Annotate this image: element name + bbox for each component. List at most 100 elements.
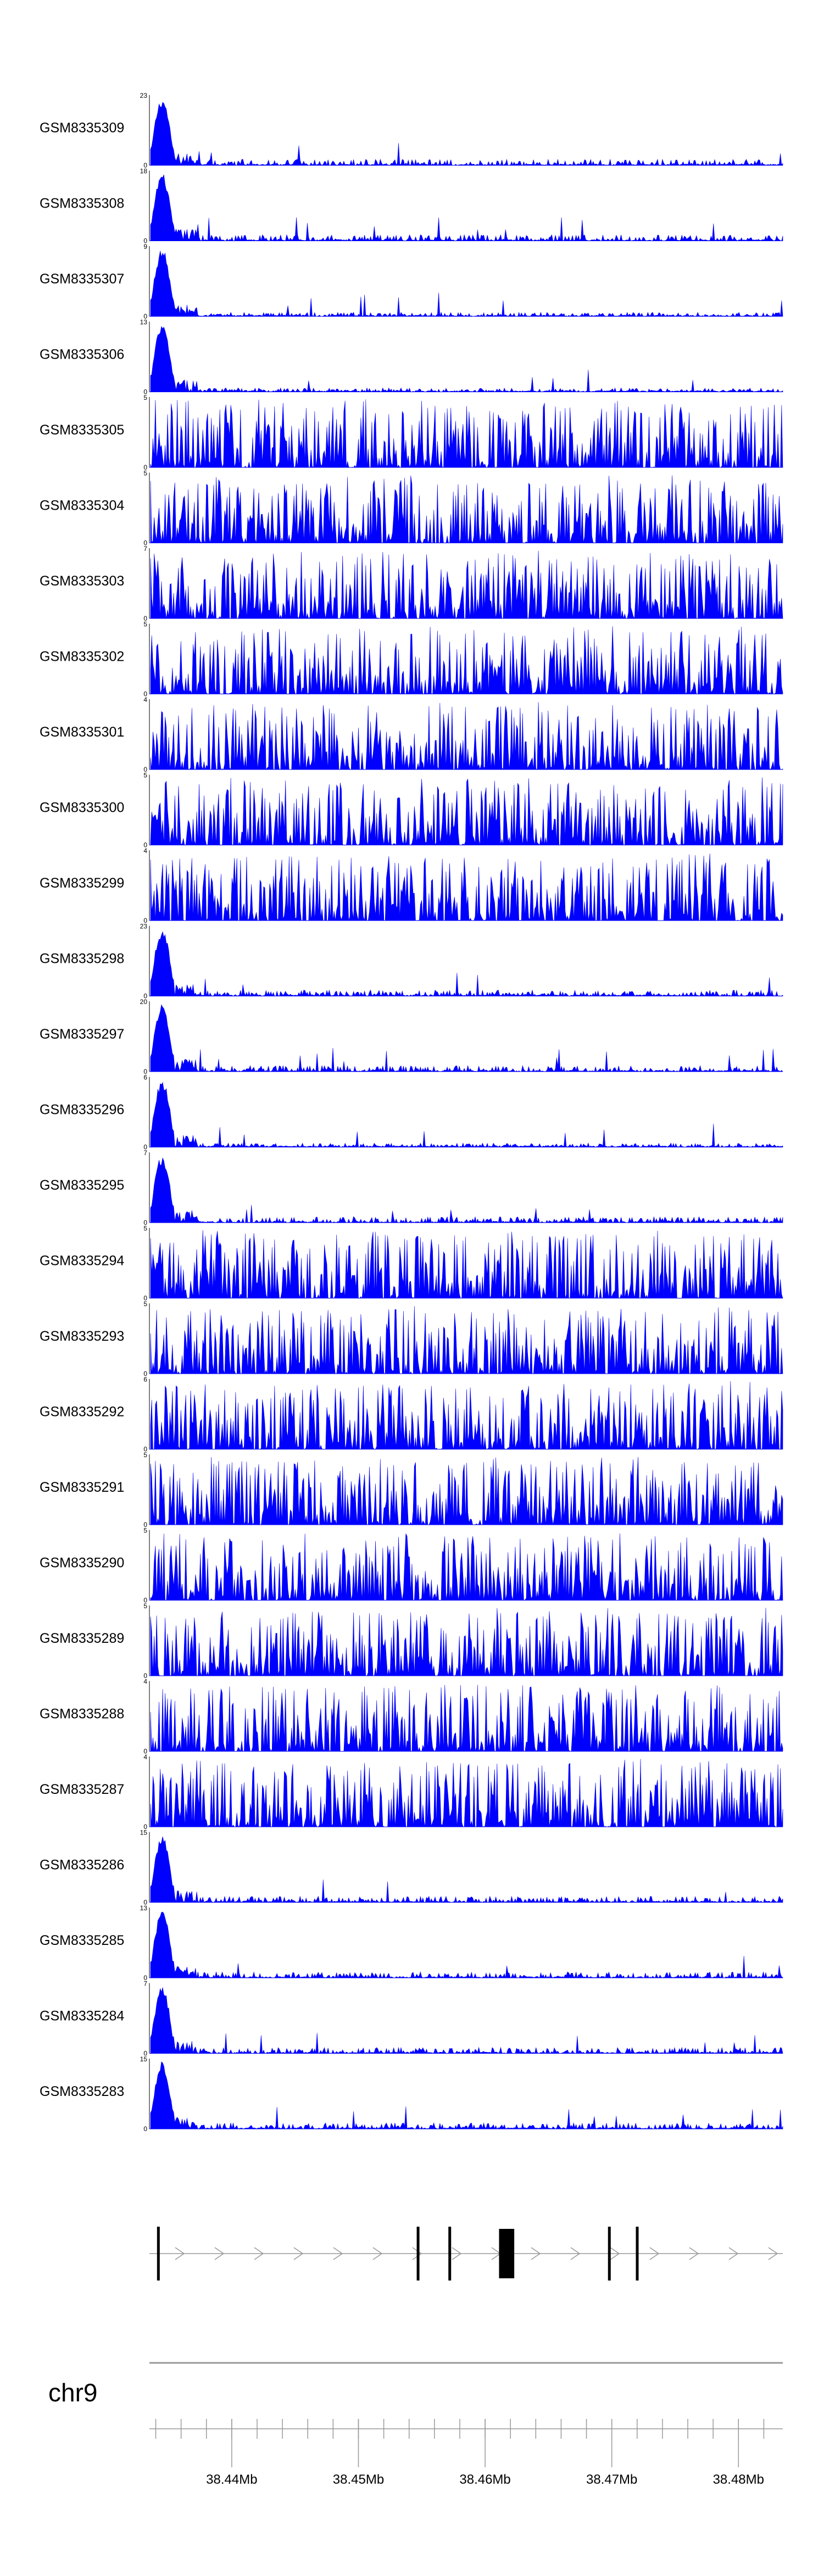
strand-arrow-icon — [649, 2247, 660, 2260]
track-ymin-label: 0 — [143, 1219, 147, 1226]
track-label: GSM8335292 — [40, 1404, 124, 1420]
axis-tick-label: 38.46Mb — [459, 2472, 510, 2487]
track-label: GSM8335286 — [40, 1858, 124, 1873]
coverage-area — [150, 1836, 783, 1903]
track-ymin-label: 0 — [143, 766, 147, 773]
track-ymax-label: 5 — [143, 394, 147, 402]
track-label: GSM8335296 — [40, 1102, 124, 1118]
coverage-area — [150, 1306, 783, 1375]
track-ymin-label: 0 — [143, 2125, 147, 2133]
track-ymin-label: 0 — [143, 1974, 147, 1982]
coverage-track: GSM8335287 4 0 — [40, 1753, 783, 1831]
track-label: GSM8335304 — [40, 498, 124, 514]
track-ymax-label: 7 — [143, 1980, 147, 1988]
track-ymin-label: 0 — [143, 993, 147, 1000]
track-ymax-label: 4 — [143, 1678, 147, 1686]
track-ymin-label: 0 — [143, 1295, 147, 1302]
axis-tick-label: 38.45Mb — [333, 2472, 384, 2487]
track-ymax-label: 5 — [143, 1602, 147, 1610]
track-ymin-label: 0 — [143, 1899, 147, 1906]
track-ymin-label: 0 — [143, 1823, 147, 1831]
coverage-area — [150, 326, 783, 393]
gene-model-track — [149, 2227, 783, 2281]
coverage-track: GSM8335284 7 0 — [40, 1980, 783, 2058]
coverage-track: GSM8335309 23 0 — [40, 92, 783, 169]
exon — [636, 2227, 639, 2281]
track-ymax-label: 15 — [140, 1829, 148, 1837]
track-ymin-label: 0 — [143, 539, 147, 547]
exon — [608, 2227, 611, 2281]
track-ymin-label: 0 — [143, 841, 147, 849]
track-ymin-label: 0 — [143, 1144, 147, 1151]
coverage-track: GSM8335305 5 0 — [40, 394, 783, 471]
strand-arrow-icon — [333, 2247, 343, 2260]
track-ymax-label: 18 — [140, 168, 148, 175]
track-ymax-label: 23 — [140, 92, 148, 99]
track-ymax-label: 23 — [140, 923, 148, 930]
coverage-track: GSM8335286 15 0 — [40, 1829, 783, 1906]
track-ymin-label: 0 — [143, 1748, 147, 1755]
exon — [499, 2229, 515, 2278]
track-ymax-label: 6 — [143, 1376, 147, 1384]
coverage-track: GSM8335293 5 0 — [40, 1300, 783, 1378]
track-ymin-label: 0 — [143, 1370, 147, 1378]
track-ymax-label: 5 — [143, 1225, 147, 1233]
track-ymin-label: 0 — [143, 2050, 147, 2058]
track-ymin-label: 0 — [143, 917, 147, 924]
coverage-area — [150, 1004, 783, 1072]
coverage-track: GSM8335291 5 0 — [40, 1451, 783, 1529]
track-ymin-label: 0 — [143, 313, 147, 320]
coverage-area — [150, 1759, 783, 1828]
track-ymax-label: 7 — [143, 545, 147, 553]
track-label: GSM8335293 — [40, 1329, 124, 1344]
coverage-tracks: GSM8335309230GSM8335308180GSM833530790GS… — [40, 92, 783, 2133]
coverage-area — [150, 1082, 783, 1148]
track-label: GSM8335289 — [40, 1631, 124, 1646]
coverage-area — [150, 1533, 783, 1601]
track-ymin-label: 0 — [143, 1521, 147, 1529]
strand-arrow-icon — [293, 2247, 304, 2260]
strand-arrow-icon — [175, 2247, 185, 2260]
coverage-area — [150, 626, 783, 695]
track-ymin-label: 0 — [143, 388, 147, 396]
axis-tick-label: 38.44Mb — [206, 2472, 257, 2487]
coverage-area — [150, 931, 783, 997]
coverage-track: GSM8335296 6 0 — [40, 1074, 783, 1151]
coverage-area — [150, 1157, 783, 1224]
track-label: GSM8335285 — [40, 1933, 124, 1948]
coverage-track: GSM8335288 4 0 — [40, 1678, 783, 1755]
coverage-area — [150, 550, 783, 619]
track-label: GSM8335290 — [40, 1555, 124, 1571]
coverage-area — [150, 1381, 783, 1450]
chromosome-axis-track: chr9 38.44Mb 38.45Mb 38.46Mb 38.47Mb 38.48Mb — [48, 2362, 783, 2487]
track-ymin-label: 0 — [143, 161, 147, 169]
track-ymin-label: 0 — [143, 464, 147, 471]
strand-arrow-icon — [452, 2247, 462, 2260]
coverage-area — [150, 1685, 783, 1752]
track-ymax-label: 4 — [143, 696, 147, 704]
strand-arrow-icon — [570, 2247, 581, 2260]
track-label: GSM8335302 — [40, 649, 124, 665]
track-ymax-label: 13 — [140, 319, 148, 326]
coverage-area — [150, 777, 783, 846]
track-ymax-label: 4 — [143, 847, 147, 855]
track-label: GSM8335297 — [40, 1027, 124, 1042]
coverage-area — [150, 1608, 783, 1676]
strand-arrow-icon — [610, 2247, 620, 2260]
track-label: GSM8335295 — [40, 1178, 124, 1193]
strand-arrow-icon — [531, 2247, 541, 2260]
strand-arrow-icon — [412, 2247, 422, 2260]
track-ymax-label: 20 — [140, 998, 148, 1006]
coverage-track: GSM8335285 13 0 — [40, 1904, 783, 1982]
track-label: GSM8335287 — [40, 1782, 124, 1797]
track-ymin-label: 0 — [143, 1068, 147, 1075]
coverage-track: GSM8335295 7 0 — [40, 1149, 783, 1226]
track-ymax-label: 5 — [143, 470, 147, 477]
chromosome-label: chr9 — [48, 2378, 97, 2407]
track-ymax-label: 5 — [143, 1451, 147, 1459]
strand-arrow-icon — [768, 2247, 778, 2260]
track-label: GSM8335298 — [40, 951, 124, 967]
axis-tick-label: 38.47Mb — [586, 2472, 637, 2487]
coverage-track: GSM8335292 6 0 — [40, 1376, 783, 1453]
